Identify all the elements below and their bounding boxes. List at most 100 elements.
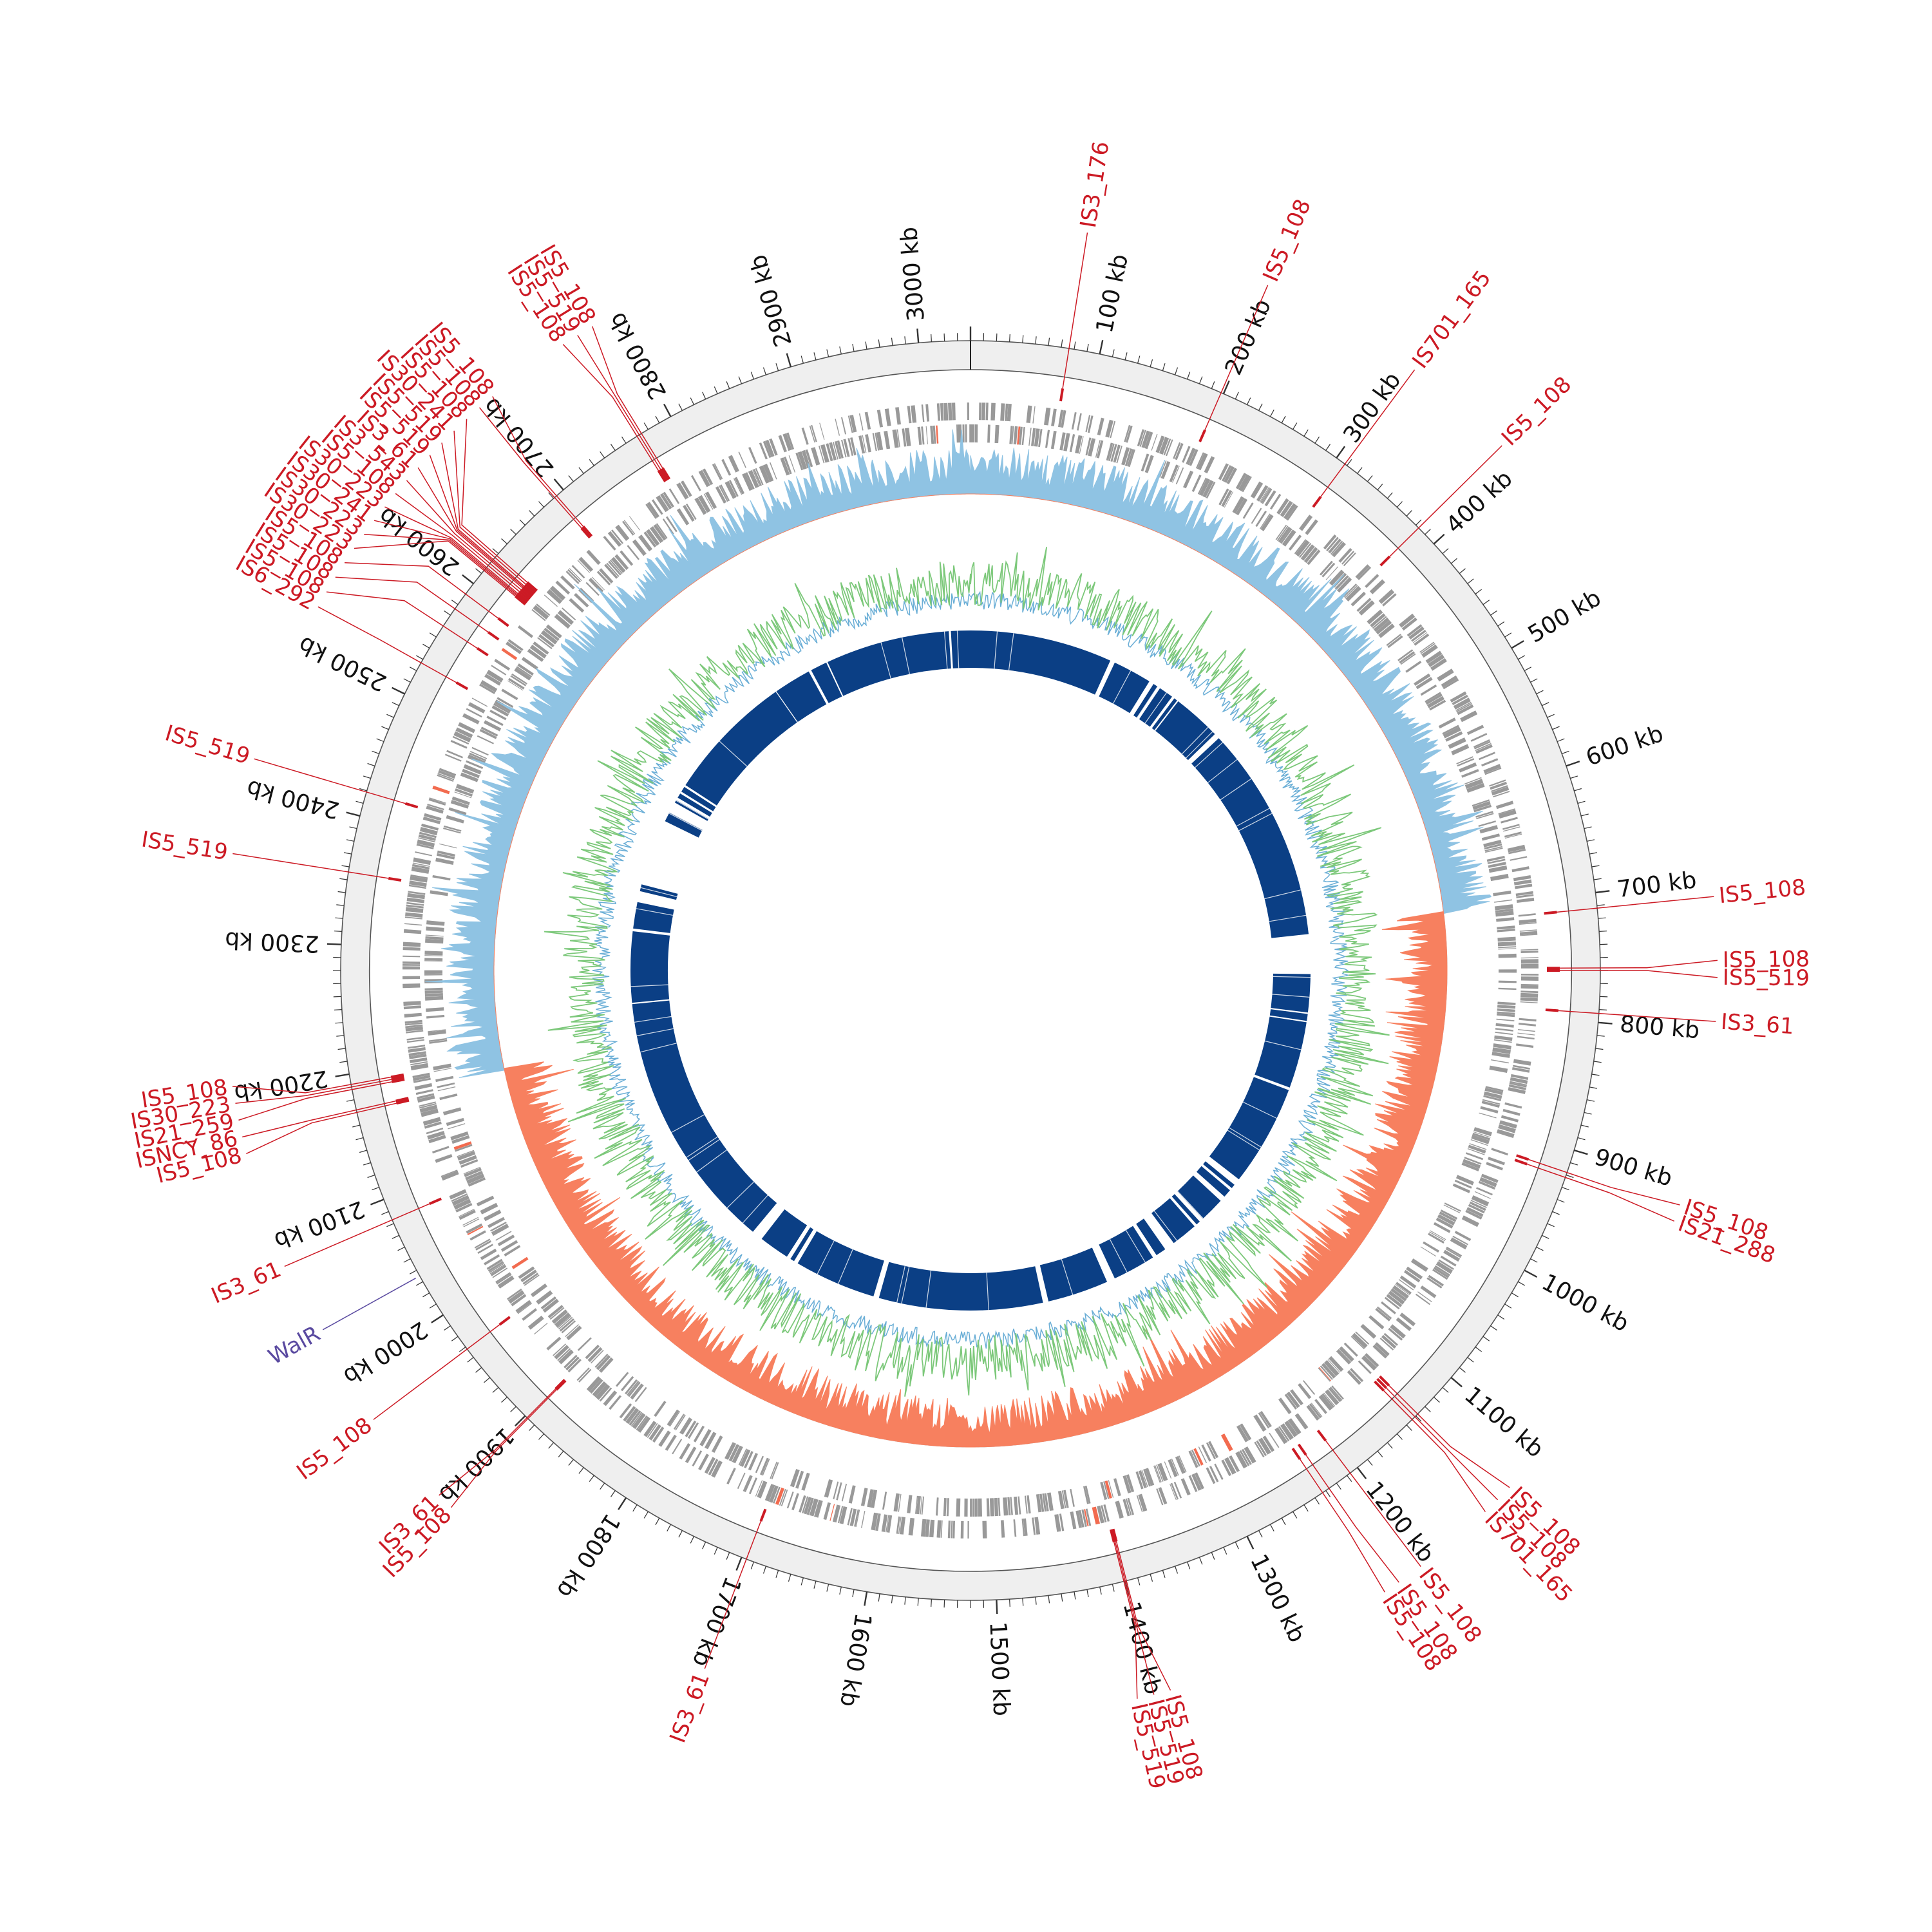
cds-feature xyxy=(1284,1420,1298,1437)
is-element-label: IS5_519 xyxy=(162,720,253,770)
cds-feature xyxy=(875,432,880,451)
cds-feature xyxy=(994,424,999,444)
minor-tick xyxy=(750,1561,754,1569)
homology-block xyxy=(1133,684,1158,718)
homology-hairline xyxy=(1186,731,1213,759)
homology-hairline xyxy=(795,1229,815,1263)
cds-feature xyxy=(911,405,917,423)
minor-tick xyxy=(1511,1293,1519,1298)
cds-feature xyxy=(623,520,636,535)
cds-feature xyxy=(1144,455,1154,473)
minor-tick xyxy=(548,1442,554,1449)
cds-feature xyxy=(1472,1132,1490,1141)
cds-feature xyxy=(1159,437,1170,455)
cds-feature xyxy=(967,1521,969,1539)
cds-feature xyxy=(647,1423,658,1438)
cds-feature xyxy=(673,1414,685,1430)
minor-tick xyxy=(1416,1416,1422,1422)
is-leader-line xyxy=(1558,1010,1716,1022)
cds-feature xyxy=(471,697,488,707)
cds-feature xyxy=(907,1495,913,1513)
cds-feature xyxy=(404,923,422,926)
cds-feature xyxy=(1399,613,1416,628)
cds-feature xyxy=(1428,654,1445,667)
cds-feature xyxy=(1420,684,1437,696)
cds-feature xyxy=(1218,463,1229,480)
cds-feature xyxy=(554,1345,569,1359)
homology-hairline xyxy=(896,1265,905,1303)
cds-feature xyxy=(1508,849,1526,855)
cds-feature xyxy=(643,531,657,548)
is-element-mark xyxy=(524,583,536,594)
cds-feature xyxy=(1350,1368,1364,1383)
cds-feature xyxy=(1164,1461,1172,1479)
cds-feature xyxy=(446,750,463,759)
cds-track xyxy=(402,402,1539,1539)
cds-feature xyxy=(413,857,431,866)
cds-feature xyxy=(1452,694,1468,705)
cds-feature xyxy=(1330,1387,1343,1401)
cds-feature xyxy=(962,424,965,443)
gene-label-walr: WalR xyxy=(264,1321,325,1370)
cds-feature xyxy=(1484,843,1502,850)
cds-feature xyxy=(989,1498,994,1517)
cds-feature xyxy=(569,598,585,613)
cds-feature xyxy=(1286,505,1298,521)
cds-feature xyxy=(679,1417,693,1435)
cds-feature xyxy=(769,1485,779,1503)
cds-feature xyxy=(1294,539,1307,554)
cds-feature xyxy=(921,404,925,422)
cds-feature xyxy=(1495,1032,1513,1036)
minor-tick xyxy=(392,1235,399,1239)
is-leader-line xyxy=(232,853,389,879)
cds-feature xyxy=(685,1420,697,1437)
cds-feature xyxy=(515,1300,532,1314)
cds-feature xyxy=(1520,963,1539,969)
homology-hairline xyxy=(1243,1101,1277,1119)
cds-feature xyxy=(676,508,690,526)
cds-feature xyxy=(759,465,770,484)
minor-tick xyxy=(429,1303,437,1309)
minor-tick xyxy=(1490,611,1497,616)
minor-tick xyxy=(1086,343,1089,352)
minor-tick xyxy=(1406,1425,1412,1431)
cds-feature xyxy=(1517,1036,1535,1040)
homology-hairline xyxy=(630,984,668,987)
cds-feature xyxy=(595,1384,611,1400)
cds-feature xyxy=(437,1086,456,1092)
cds-feature xyxy=(497,697,514,708)
cds-feature xyxy=(653,524,667,541)
cds-feature xyxy=(540,1296,556,1310)
cds-feature xyxy=(1468,1144,1486,1154)
minor-tick xyxy=(372,1187,380,1191)
cds-feature xyxy=(1414,673,1431,686)
cds-feature xyxy=(632,1412,646,1430)
minor-tick xyxy=(459,1347,466,1352)
is-element-label: IS5_108 xyxy=(1497,372,1577,451)
cds-feature xyxy=(444,753,462,762)
cds-feature xyxy=(647,502,659,518)
cds-feature xyxy=(477,1244,493,1254)
cds-feature xyxy=(495,1231,512,1241)
cds-feature xyxy=(1058,410,1064,428)
cds-feature xyxy=(1108,1480,1114,1498)
tick-label: 400 kb xyxy=(1441,466,1518,539)
is-leader-line xyxy=(441,442,525,587)
cds-feature xyxy=(622,520,634,536)
cds-feature xyxy=(592,1381,607,1397)
cds-feature xyxy=(1516,894,1534,898)
cds-feature xyxy=(586,1376,601,1392)
minor-tick xyxy=(655,1518,660,1526)
cds-feature xyxy=(1484,1091,1502,1099)
cds-feature xyxy=(1110,444,1117,462)
cds-feature xyxy=(1063,1490,1069,1508)
cds-feature xyxy=(426,805,444,814)
cds-feature xyxy=(663,491,674,508)
cds-feature xyxy=(728,1444,740,1462)
cds-feature xyxy=(439,1094,458,1101)
cds-feature xyxy=(1414,633,1430,646)
cds-feature xyxy=(420,827,438,836)
cds-feature xyxy=(438,770,455,779)
cds-feature xyxy=(1470,1139,1488,1146)
is-element-mark xyxy=(518,590,530,601)
